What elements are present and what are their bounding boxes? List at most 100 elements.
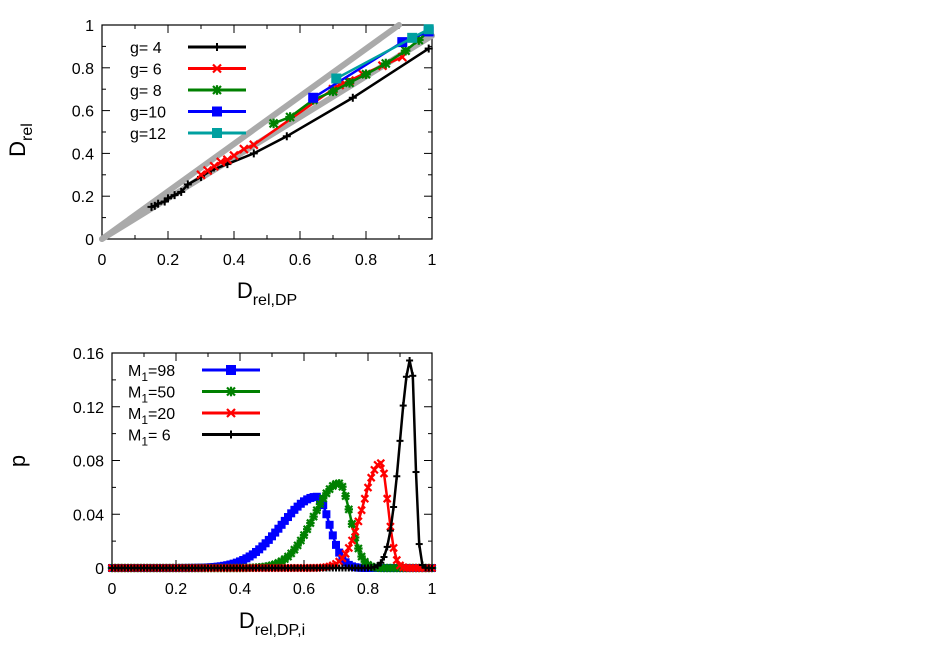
y-tick-label: 0.6 <box>72 104 94 121</box>
data-point <box>415 540 423 548</box>
data-point <box>400 45 411 56</box>
legend-marker <box>212 63 222 74</box>
y-tick-label: 0.04 <box>73 507 104 524</box>
series-3 <box>108 357 436 572</box>
x-tick-label: 0.4 <box>223 252 245 269</box>
legend-marker <box>212 85 222 95</box>
legend-label-sub: 1 <box>141 392 148 406</box>
data-point <box>222 155 233 165</box>
x-axis-label-sub: rel,DP <box>253 292 297 309</box>
x-axis-label: Drel,DP,i <box>239 608 305 639</box>
series-line <box>112 461 432 570</box>
data-point <box>170 191 179 200</box>
legend-marker <box>213 43 221 51</box>
x-axis-label-main: D <box>239 608 255 633</box>
data-point <box>308 92 319 103</box>
legend-label: M1=20 <box>128 406 175 427</box>
data-point <box>376 458 386 468</box>
data-point <box>370 465 379 475</box>
data-point-stroke <box>216 157 226 167</box>
data-point <box>379 469 389 478</box>
x-tick-label: 0 <box>108 581 117 598</box>
data-point <box>282 132 291 141</box>
data-point <box>357 505 366 515</box>
data-point <box>239 144 249 154</box>
legend: g= 4 g= 6 g= 8 g=10 g=12 <box>130 40 246 143</box>
data-point <box>344 77 355 88</box>
data-point <box>338 482 347 492</box>
y-tick-label: 0.4 <box>72 146 94 163</box>
data-point <box>406 357 414 365</box>
legend-label: M1=98 <box>128 363 175 384</box>
legend-label: g= 6 <box>130 62 162 79</box>
data-point <box>382 494 392 503</box>
data-point <box>354 517 363 526</box>
data-point <box>386 527 394 535</box>
legend-marker-stroke <box>226 408 236 418</box>
data-point <box>328 86 338 97</box>
data-point-stroke <box>196 170 206 180</box>
legend-label-sub: 1 <box>141 435 148 449</box>
data-point <box>402 373 410 381</box>
data-point <box>196 170 206 180</box>
data-point-stroke <box>360 494 370 503</box>
data-point <box>177 187 186 196</box>
chart-top: 0 0.2 0.4 0.6 0.8 100.20.40.60.81Drel,DPDrelg… <box>5 18 437 309</box>
data-point <box>223 160 232 169</box>
data-point <box>344 543 354 553</box>
legend-label: g=12 <box>130 126 166 143</box>
legend-label: M1= 6 <box>128 428 171 449</box>
data-point-stroke <box>222 155 233 165</box>
data-point-stroke <box>357 505 366 515</box>
data-point <box>341 549 350 559</box>
data-point <box>344 505 354 514</box>
data-point <box>249 149 258 158</box>
x-tick-label: 0.6 <box>293 581 315 598</box>
data-point <box>423 24 434 35</box>
data-point <box>390 503 398 511</box>
data-point <box>396 437 404 445</box>
data-point <box>328 531 337 540</box>
data-point <box>322 510 331 519</box>
legend-label-rest: =20 <box>148 406 175 423</box>
data-point <box>383 543 391 551</box>
data-point-stroke <box>392 555 402 565</box>
series-4 <box>331 24 434 84</box>
x-tick-label: 0.8 <box>357 581 379 598</box>
data-point-stroke <box>202 165 213 176</box>
data-point <box>377 559 385 567</box>
data-point <box>389 543 398 553</box>
data-point <box>164 194 172 203</box>
data-point <box>216 157 226 167</box>
data-point <box>183 180 192 189</box>
data-point <box>350 527 360 536</box>
data-point <box>366 473 376 482</box>
legend-label: M1=50 <box>128 385 175 406</box>
data-point-stroke <box>249 140 259 150</box>
legend-label-rest: =98 <box>148 363 175 380</box>
legend-label: g=10 <box>130 105 166 122</box>
legend-marker <box>212 128 222 138</box>
data-point <box>209 161 219 172</box>
legend-marker <box>212 106 222 117</box>
series-line <box>273 30 430 125</box>
legend-label-rest: = 6 <box>148 428 171 445</box>
data-point <box>392 555 402 565</box>
x-axis-label: Drel,DP <box>237 278 297 309</box>
data-point-stroke <box>350 527 360 536</box>
data-point-stroke <box>209 161 219 172</box>
y-tick-label: 0 <box>95 561 104 578</box>
data-point-stroke <box>389 543 398 553</box>
legend-marker-stroke <box>212 63 222 74</box>
y-axis-label-main: D <box>5 141 30 157</box>
data-point <box>363 483 373 492</box>
data-point <box>412 468 420 476</box>
data-point-stroke <box>344 543 354 553</box>
data-point <box>332 540 340 549</box>
data-point <box>354 544 363 553</box>
y-tick-label: 0 <box>85 232 94 249</box>
legend-marker <box>227 430 235 439</box>
data-point-stroke <box>398 563 408 572</box>
y-tick-label: 0.12 <box>73 400 104 417</box>
